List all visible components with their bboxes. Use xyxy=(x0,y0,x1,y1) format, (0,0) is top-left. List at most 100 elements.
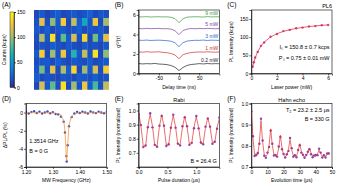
tick-label: 50 xyxy=(197,75,203,81)
point xyxy=(289,137,291,139)
tick-mark xyxy=(249,104,251,105)
cell xyxy=(87,34,93,42)
cell xyxy=(77,66,83,74)
cell xyxy=(66,66,72,74)
tick: -4 xyxy=(19,146,26,152)
cell xyxy=(87,66,93,74)
x-axis: 01020304050 xyxy=(250,167,335,175)
axis-line xyxy=(249,104,252,168)
cell xyxy=(39,18,45,26)
tick-mark xyxy=(249,74,251,75)
cell xyxy=(66,10,72,18)
panel-label: (B) xyxy=(115,1,124,9)
panel-label: (D) xyxy=(2,95,11,103)
axis-line xyxy=(249,11,252,75)
cell xyxy=(50,34,56,42)
cell xyxy=(82,10,88,18)
tick-label: 0 xyxy=(250,169,253,175)
tick: 50 xyxy=(330,167,336,175)
cell xyxy=(34,82,40,90)
tick-label: -4 xyxy=(19,146,24,152)
x-axis: -50 0 50 xyxy=(139,74,220,82)
cell xyxy=(98,74,104,82)
point xyxy=(33,110,35,112)
tick-mark xyxy=(249,37,251,38)
annotation: B = 0 G xyxy=(29,148,48,154)
tick-label: 2 xyxy=(133,51,136,57)
tick: -50 xyxy=(156,74,163,82)
tick-label: 0.8 xyxy=(129,136,136,142)
tick-label: 1.0 xyxy=(129,108,136,114)
cell xyxy=(98,50,104,58)
series-label: 9 mW xyxy=(205,10,218,16)
cell xyxy=(45,34,51,42)
heatmap xyxy=(34,10,109,90)
cell xyxy=(66,58,72,66)
tick-mark xyxy=(137,15,139,16)
x-axis-title: Laser power (mW) xyxy=(271,84,312,90)
cell xyxy=(87,50,93,58)
axis-line xyxy=(24,104,27,168)
tick-label: 0 xyxy=(20,110,23,116)
tick: 30 xyxy=(297,167,303,175)
tick: 4 xyxy=(302,74,305,82)
panel-label: (C) xyxy=(227,1,236,9)
cell xyxy=(66,50,72,58)
cell xyxy=(93,26,99,34)
cell xyxy=(103,26,109,34)
tick-label: 4 xyxy=(133,32,136,38)
point xyxy=(81,110,83,112)
tick: 6 xyxy=(133,12,139,18)
cell xyxy=(34,10,40,18)
cell xyxy=(77,82,83,90)
tick-label: -6 xyxy=(19,164,24,170)
cell xyxy=(98,82,104,90)
plot-frame xyxy=(139,104,220,168)
plot-area xyxy=(139,17,220,71)
tick-label: 1.0 xyxy=(193,169,200,175)
tick: 4 xyxy=(133,32,139,38)
cell xyxy=(45,74,51,82)
cell xyxy=(82,82,88,90)
cell xyxy=(93,34,99,42)
cell xyxy=(61,50,67,58)
tick: 0 xyxy=(246,71,252,77)
cell xyxy=(45,10,51,18)
cell xyxy=(45,50,51,58)
tick: 100 xyxy=(14,34,26,40)
cell xyxy=(39,26,45,34)
cell xyxy=(103,42,109,50)
cell xyxy=(82,34,88,42)
tick: 0.0 xyxy=(136,167,143,175)
tick-label: 150 xyxy=(17,9,26,15)
cell xyxy=(66,26,72,34)
cell xyxy=(55,26,61,34)
cell xyxy=(82,18,88,26)
tick-mark xyxy=(24,131,26,132)
tick-mark xyxy=(137,153,139,154)
annotation: B = 26.4 G xyxy=(190,158,216,164)
tick-label: 0.5 xyxy=(164,169,171,175)
tick: 50 xyxy=(243,52,252,58)
tick-mark xyxy=(14,62,16,63)
y-axis: 050100150 xyxy=(240,11,252,77)
cell xyxy=(71,10,77,18)
cell xyxy=(71,18,77,26)
annotation: Iₛ = 150.8 ± 0.7 kcps xyxy=(279,44,329,50)
x-axis-title: MW Frequency (GHz) xyxy=(42,177,91,183)
cell xyxy=(50,18,56,26)
series-label: 5 mW xyxy=(205,21,218,27)
tick: 1.30 xyxy=(49,167,59,175)
tick: 0 xyxy=(178,74,181,82)
cell xyxy=(87,10,93,18)
tick: 100 xyxy=(240,34,251,40)
cell xyxy=(93,74,99,82)
cell xyxy=(55,34,61,42)
line xyxy=(26,113,107,161)
plot-frame xyxy=(251,10,332,74)
point xyxy=(92,111,94,113)
axis-line xyxy=(252,168,333,170)
tick-label: 40 xyxy=(314,169,320,175)
line xyxy=(251,110,328,157)
panel: 010203040500.70.80.91.0Evolution time (μ… xyxy=(227,95,335,184)
